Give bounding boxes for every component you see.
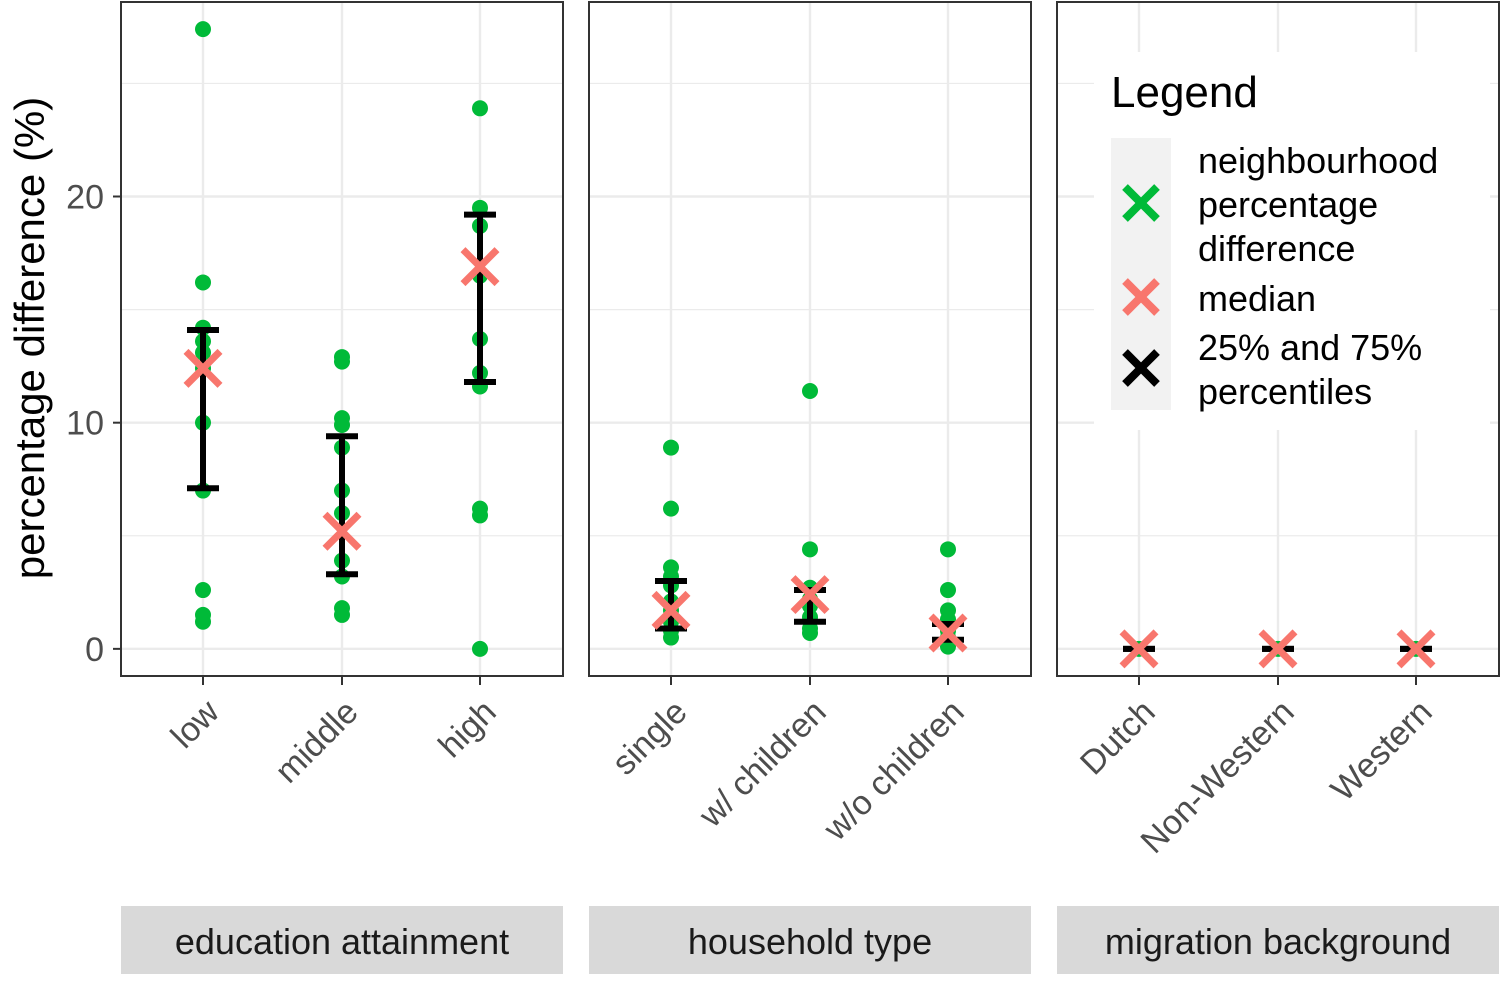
legend-entry-line: 25% and 75% bbox=[1198, 327, 1422, 368]
facet-strip-label: education attainment bbox=[175, 921, 509, 962]
data-point bbox=[195, 613, 211, 630]
median-marker bbox=[1396, 629, 1436, 669]
median-marker bbox=[1258, 629, 1298, 669]
data-point bbox=[472, 640, 488, 657]
median-marker-stroke bbox=[183, 348, 223, 388]
median-marker-stroke bbox=[322, 511, 362, 551]
data-point bbox=[802, 541, 818, 558]
legend-key-marker bbox=[1122, 349, 1160, 387]
y-tick-label: 20 bbox=[66, 179, 104, 217]
data-point bbox=[195, 274, 211, 291]
data-point bbox=[940, 541, 956, 558]
legend-key-marker bbox=[1122, 184, 1160, 222]
median-marker-stroke bbox=[651, 590, 691, 630]
median-marker bbox=[183, 348, 223, 388]
facet-strip bbox=[589, 906, 1031, 974]
legend-entry-line: percentiles bbox=[1198, 371, 1372, 412]
legend-entry-line: neighbourhood bbox=[1198, 140, 1438, 181]
data-point bbox=[802, 625, 818, 642]
facet-strip-label: household type bbox=[688, 921, 932, 962]
facet-strip bbox=[121, 906, 563, 974]
legend-title: Legend bbox=[1111, 68, 1258, 117]
median-marker bbox=[460, 247, 500, 287]
legend-key-marker-stroke bbox=[1122, 184, 1160, 222]
legend-entry-label: neighbourhood percentage difference bbox=[1198, 140, 1438, 269]
median-marker-stroke bbox=[1258, 629, 1298, 669]
median-marker-stroke bbox=[1119, 629, 1159, 669]
data-point bbox=[334, 606, 350, 623]
x-tick-label: middle bbox=[268, 693, 366, 791]
y-axis-title: percentage difference (%) bbox=[6, 97, 53, 580]
data-point bbox=[195, 582, 211, 599]
strip-layer: education attainment household type migrat… bbox=[121, 906, 1499, 974]
y-tick-label: 10 bbox=[66, 405, 104, 443]
data-point bbox=[663, 500, 679, 517]
median-marker bbox=[928, 613, 968, 653]
data-point bbox=[334, 416, 350, 433]
legend-entry-line: difference bbox=[1198, 228, 1355, 269]
x-tick-label: Western bbox=[1324, 693, 1440, 809]
data-layer bbox=[183, 21, 1436, 669]
legend-key-marker bbox=[1122, 278, 1160, 316]
median-marker bbox=[651, 590, 691, 630]
x-tick-label: single bbox=[605, 693, 695, 783]
median-marker-stroke bbox=[790, 575, 830, 615]
x-tick-label: w/o children bbox=[816, 693, 972, 849]
median-marker-stroke bbox=[460, 247, 500, 287]
data-point bbox=[663, 629, 679, 646]
y-tick-label: 0 bbox=[85, 631, 104, 669]
x-tick-label: w/ children bbox=[691, 693, 833, 835]
legend-entry-line: median bbox=[1198, 278, 1316, 319]
legend-entry-line: percentage bbox=[1198, 184, 1378, 225]
facet-strip-label: migration background bbox=[1105, 921, 1451, 962]
x-tick-label: high bbox=[431, 693, 503, 765]
legend-entry-label: 25% and 75% percentiles bbox=[1198, 327, 1422, 412]
data-point bbox=[802, 383, 818, 400]
median-marker bbox=[790, 575, 830, 615]
median-marker-stroke bbox=[1396, 629, 1436, 669]
median-marker-stroke bbox=[928, 613, 968, 653]
data-point bbox=[472, 100, 488, 117]
data-point bbox=[663, 439, 679, 456]
data-point bbox=[195, 21, 211, 38]
legend-key-marker-stroke bbox=[1122, 349, 1160, 387]
legend-entry-label: median bbox=[1198, 278, 1316, 319]
data-point bbox=[940, 582, 956, 599]
median-marker bbox=[322, 511, 362, 551]
legend-layer: Legend neighbourhood percentage difference m… bbox=[1094, 52, 1490, 430]
x-tick-label: Dutch bbox=[1073, 693, 1163, 783]
legend-key-marker-stroke bbox=[1122, 278, 1160, 316]
median-marker bbox=[1119, 629, 1159, 669]
x-tick-label: low bbox=[164, 692, 227, 755]
data-point bbox=[334, 353, 350, 370]
facet-strip bbox=[1057, 906, 1499, 974]
data-point bbox=[472, 507, 488, 524]
